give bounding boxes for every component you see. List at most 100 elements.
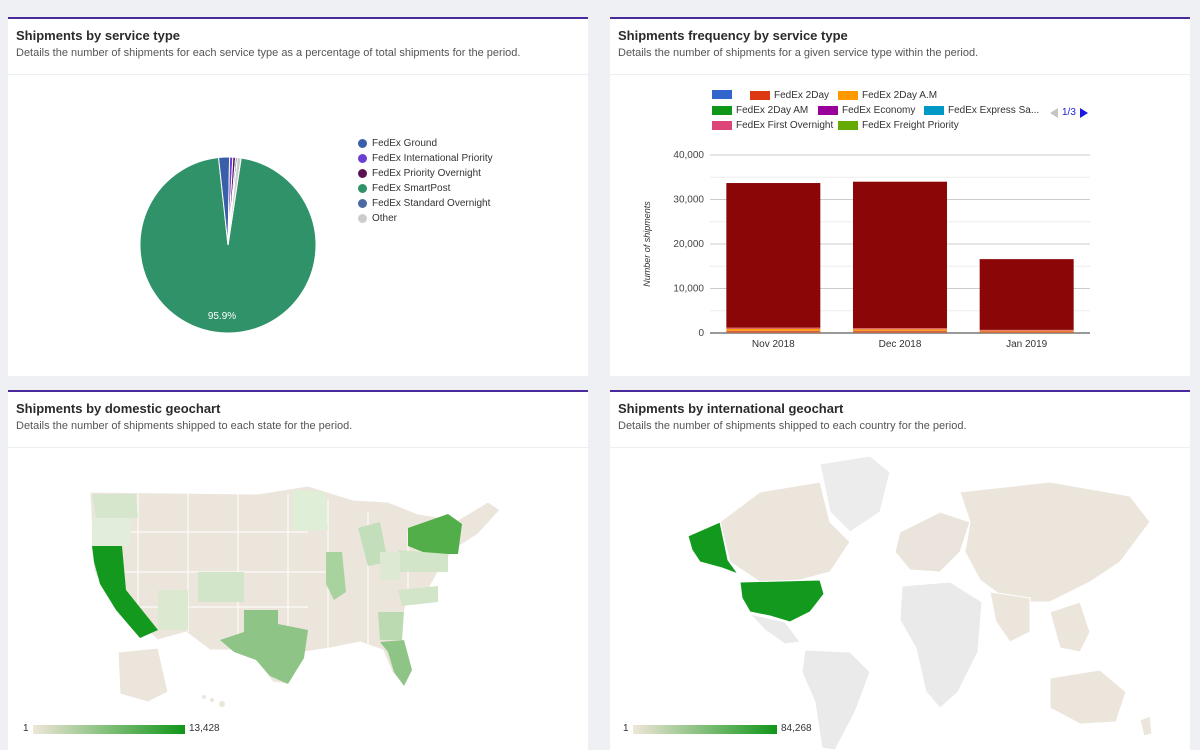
legend-label: FedEx Express Sa...: [948, 105, 1040, 116]
bar-segment[interactable]: [979, 330, 1074, 332]
bar-segment[interactable]: [726, 328, 821, 331]
bar-segment[interactable]: [853, 181, 947, 329]
legend-dot-icon: [358, 214, 367, 223]
legend-swatch-icon: [838, 91, 858, 100]
panel-subtitle: Details the number of shipments for each…: [16, 47, 521, 59]
bar-legend-item[interactable]: FedEx Express Sa...: [924, 105, 1039, 116]
bar-legend-item[interactable]: FedEx 2Day AM: [712, 105, 808, 116]
service-type-pie-chart[interactable]: 95.9%: [8, 77, 588, 376]
legend-label: FedEx 2Day: [774, 90, 830, 101]
bar-segment[interactable]: [726, 327, 821, 329]
oregon-state: [92, 518, 132, 546]
color-scale-min: 1: [23, 723, 29, 734]
color-scale-min: 1: [623, 723, 629, 734]
minnesota-state: [293, 490, 328, 530]
south-america-shape: [801, 649, 871, 750]
southeast-asia-shape: [1049, 601, 1091, 653]
new-york-state: [408, 514, 462, 554]
bar-segment[interactable]: [853, 328, 947, 330]
pie-slice-fedex-smartpost[interactable]: [139, 156, 317, 334]
bar-segment[interactable]: [726, 183, 821, 328]
bar-legend-item[interactable]: [712, 90, 736, 99]
bar-legend-item[interactable]: FedEx First Overnight: [712, 120, 833, 131]
new-zealand-shape: [1139, 715, 1153, 737]
legend-swatch-icon: [818, 106, 838, 115]
australia-shape: [1049, 669, 1127, 725]
legend-label: FedEx Freight Priority: [862, 120, 959, 131]
bar-segment[interactable]: [979, 329, 1074, 331]
europe-shape: [894, 511, 971, 573]
international-geochart-panel: Shipments by international geochart Deta…: [610, 390, 1190, 750]
bar-segment[interactable]: [979, 259, 1074, 330]
legend-label: FedEx International Priority: [372, 153, 493, 164]
panel-title: Shipments frequency by service type: [618, 28, 848, 43]
service-type-panel: Shipments by service type Details the nu…: [8, 17, 588, 376]
africa-shape: [899, 581, 983, 709]
north-carolina-state: [398, 586, 438, 606]
pie-slice-other[interactable]: [227, 156, 242, 246]
panel-subtitle: Details the number of shipments shipped …: [618, 420, 967, 432]
greenland-shape: [819, 455, 891, 533]
pie-legend-item[interactable]: FedEx Priority Overnight: [358, 168, 481, 179]
x-tick-label: Dec 2018: [879, 339, 922, 350]
pie-legend-item[interactable]: Other: [358, 213, 397, 224]
panel-subtitle: Details the number of shipments for a gi…: [618, 47, 979, 59]
panel-header: Shipments by service type Details the nu…: [8, 19, 588, 75]
ohio-state: [380, 552, 400, 580]
legend-label: FedEx Standard Overnight: [372, 198, 491, 209]
next-page-icon[interactable]: [1079, 107, 1088, 118]
pie-legend-item[interactable]: FedEx SmartPost: [358, 183, 450, 194]
florida-state: [380, 640, 412, 686]
bar-legend-item[interactable]: FedEx Economy: [818, 105, 915, 116]
pie-legend-item[interactable]: FedEx Ground: [358, 138, 437, 149]
alaska-shape: [687, 521, 740, 576]
pie-data-label: 95.9%: [208, 311, 236, 322]
bar-legend-item[interactable]: FedEx 2Day A.M: [838, 90, 937, 101]
color-scale-bar: [33, 725, 185, 734]
bar-segment[interactable]: [726, 330, 821, 333]
panel-title: Shipments by domestic geochart: [16, 401, 221, 416]
y-tick-label: 30,000: [673, 195, 704, 206]
y-tick-label: 10,000: [673, 284, 704, 295]
y-tick-label: 20,000: [673, 239, 704, 250]
y-tick-label: 40,000: [673, 150, 704, 161]
x-tick-label: Jan 2019: [1006, 339, 1048, 350]
y-axis-label: Number of shipments: [642, 201, 652, 287]
frequency-bar-chart[interactable]: 0 10,000 20,000 30,000 40,000 Number of shipm…: [610, 129, 1190, 359]
prev-page-icon[interactable]: [1050, 107, 1058, 118]
legend-label: FedEx SmartPost: [372, 183, 451, 194]
asia-shape: [959, 481, 1151, 603]
legend-swatch-icon: [712, 106, 732, 115]
legend-swatch-icon: [924, 106, 944, 115]
legend-label: FedEx 2Day AM: [736, 105, 809, 116]
bar-legend-item[interactable]: FedEx 2Day: [750, 90, 829, 101]
legend-dot-icon: [358, 184, 367, 193]
us-map[interactable]: [8, 472, 588, 732]
legend-pager[interactable]: 1/3: [1050, 107, 1088, 118]
panel-title: Shipments by international geochart: [618, 401, 844, 416]
legend-dot-icon: [358, 139, 367, 148]
india-shape: [989, 591, 1031, 643]
pie-legend-item[interactable]: FedEx Standard Overnight: [358, 198, 490, 209]
colorado-state: [198, 572, 244, 602]
legend-label: Other: [372, 213, 398, 224]
arizona-state: [158, 590, 188, 630]
illinois-state: [326, 552, 346, 600]
world-map[interactable]: [610, 452, 1190, 750]
usa-shape: [739, 579, 825, 623]
bar-segment[interactable]: [853, 330, 947, 333]
bar-segment[interactable]: [853, 329, 947, 331]
color-scale-max: 13,428: [189, 723, 220, 734]
texas-state: [220, 610, 308, 684]
legend-swatch-icon: [838, 121, 858, 130]
bar-segment[interactable]: [979, 331, 1074, 333]
legend-dot-icon: [358, 154, 367, 163]
canada-shape: [719, 481, 851, 583]
alaska-shape: [117, 647, 169, 703]
pie-legend-item[interactable]: FedEx International Priority: [358, 153, 493, 164]
california-state: [92, 546, 158, 638]
legend-label: FedEx 2Day A.M: [862, 90, 938, 101]
bar-legend-item[interactable]: FedEx Freight Priority: [838, 120, 959, 131]
legend-label: FedEx Priority Overnight: [372, 168, 481, 179]
y-tick-label: 0: [698, 328, 704, 339]
